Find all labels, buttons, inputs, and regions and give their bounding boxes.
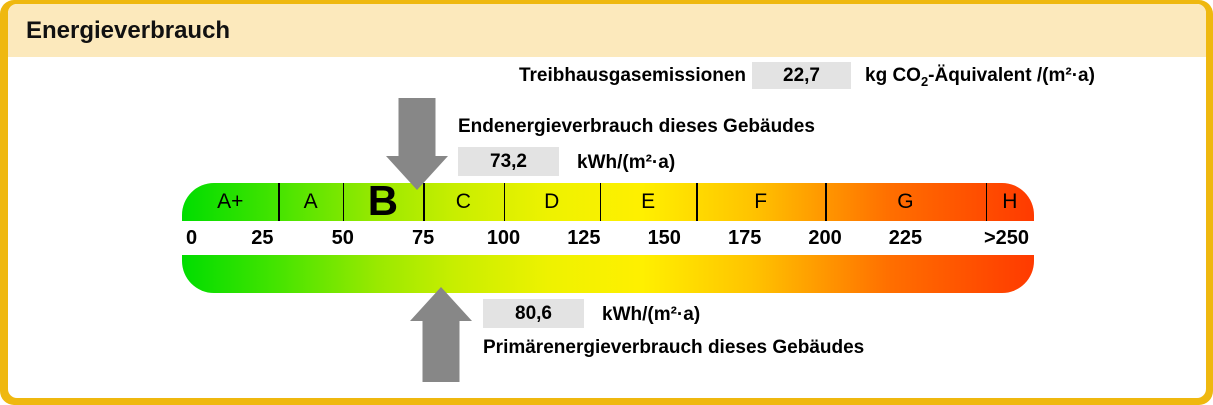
tick-label: 175 xyxy=(727,227,762,249)
tick-label: 150 xyxy=(647,227,681,249)
emissions-label: Treibhausgasemissionen xyxy=(518,65,746,86)
emissions-value: 22,7 xyxy=(783,65,820,86)
class-letter: E xyxy=(641,190,656,213)
class-segment-f: F xyxy=(696,183,825,221)
final-energy-unit: kWh/(m²·a) xyxy=(577,152,676,173)
energy-scale: A+ A B C D E F G H 0 25 50 75 100 125 150 175 200 225 >250 xyxy=(182,183,1034,293)
emissions-value-box: 22,7 xyxy=(752,62,851,89)
class-letter: G xyxy=(897,190,914,213)
class-divider xyxy=(423,183,425,221)
up-arrow-icon xyxy=(410,287,473,382)
tick-label: 50 xyxy=(331,227,354,249)
class-divider xyxy=(278,183,280,221)
class-divider xyxy=(342,183,345,221)
class-segment-e: E xyxy=(600,183,696,221)
class-band: A+ A B C D E F G H xyxy=(182,183,1034,222)
class-divider xyxy=(825,183,827,221)
primary-energy-unit: kWh/(m²·a) xyxy=(602,304,701,325)
co2-subscript: 2 xyxy=(920,73,929,89)
class-segment-c: C xyxy=(423,183,503,221)
tick-label: 100 xyxy=(486,227,521,249)
tick-label: 125 xyxy=(567,227,601,249)
class-letter: A xyxy=(303,190,318,213)
class-letter: C xyxy=(455,190,471,213)
gradient-band xyxy=(182,255,1034,293)
tick-strip: 0 25 50 75 100 125 150 175 200 225 >250 xyxy=(182,221,1034,255)
primary-energy-value-box: 80,6 xyxy=(483,299,584,328)
header-bar: Energieverbrauch xyxy=(8,4,1206,57)
class-divider xyxy=(503,183,505,221)
class-letter: F xyxy=(754,190,768,213)
tick-label: 75 xyxy=(412,227,435,249)
final-energy-label: Endenergieverbrauch dieses Gebäudes xyxy=(458,116,815,137)
class-segment-a: A xyxy=(278,183,342,221)
class-segment-d: D xyxy=(504,183,600,221)
class-letter: D xyxy=(544,190,560,213)
tick-label: 200 xyxy=(808,227,842,249)
tick-label-max: >250 xyxy=(983,227,1029,249)
tick-label: 0 xyxy=(186,227,198,249)
down-arrow-icon xyxy=(386,98,449,190)
class-segment-g: G xyxy=(825,183,986,221)
tick-label: 25 xyxy=(251,227,274,249)
class-letter: A+ xyxy=(217,190,244,213)
primary-energy-value: 80,6 xyxy=(515,303,552,324)
class-letter: H xyxy=(1002,190,1018,213)
class-divider xyxy=(696,183,698,221)
tick-label: 225 xyxy=(888,227,923,249)
page-title: Energieverbrauch xyxy=(26,17,231,44)
primary-energy-label: Primärenergieverbrauch dieses Gebäudes xyxy=(483,337,865,358)
class-segment-a+: A+ xyxy=(182,183,278,221)
final-energy-value: 73,2 xyxy=(490,151,527,172)
class-divider xyxy=(985,183,988,221)
emissions-unit: kg CO2-Äquivalent /(m²·a) xyxy=(865,65,1095,89)
class-divider xyxy=(599,183,602,221)
final-energy-value-box: 73,2 xyxy=(458,147,559,176)
class-segment-h: H xyxy=(986,183,1034,221)
